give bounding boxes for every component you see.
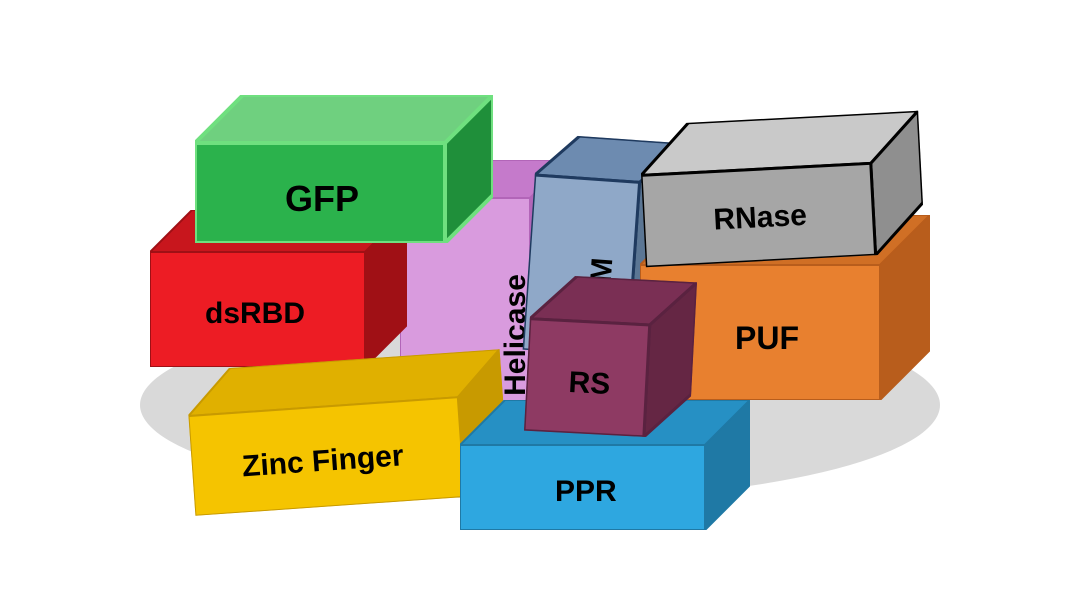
block-rnase-label: RNase (713, 199, 808, 238)
block-dsrbd-label: dsRBD (205, 297, 305, 331)
block-rs: RS (524, 274, 697, 439)
block-ppr-label: PPR (555, 475, 617, 509)
block-gfp-faces (195, 95, 493, 243)
block-rs-faces (524, 274, 697, 439)
block-gfp-label: GFP (285, 178, 359, 220)
block-gfp: GFP (195, 95, 493, 243)
block-puf-label: PUF (735, 320, 799, 357)
block-rs-label: RS (568, 366, 611, 402)
block-rnase-faces (638, 111, 925, 267)
diagram-stage: HelicasedsRBDGFPRRMPUFRNaseZinc FingerPP… (0, 0, 1080, 600)
block-rnase: RNase (638, 111, 925, 267)
